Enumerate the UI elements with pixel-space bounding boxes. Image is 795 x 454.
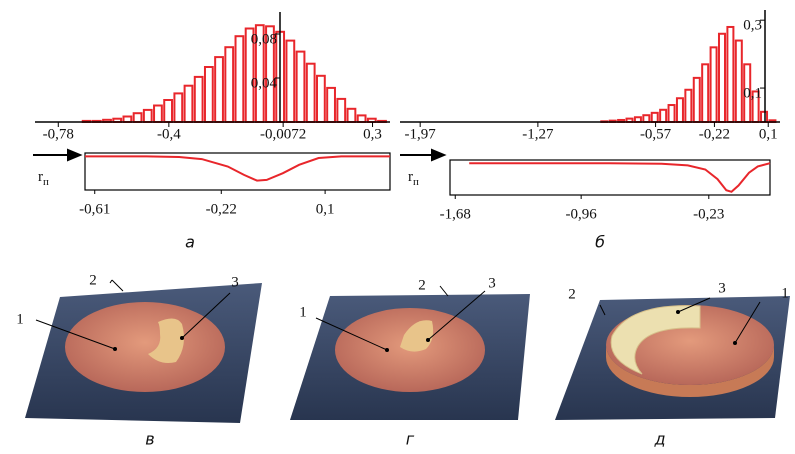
bar [173, 92, 184, 124]
x-tick-label: -0,96 [566, 206, 598, 222]
y-tick-label: 0,08 [251, 31, 277, 47]
bar [234, 35, 245, 124]
bar [132, 112, 143, 123]
x-tick-label: -0,4 [157, 126, 181, 142]
bar [305, 62, 316, 123]
bar [315, 74, 326, 124]
render-d [555, 296, 790, 420]
image-label: 3 [718, 280, 726, 296]
bar [667, 104, 676, 123]
x-tick-label: -0,0072 [260, 126, 306, 142]
caption: а [185, 233, 195, 252]
bar [701, 63, 710, 123]
bar [650, 111, 659, 124]
y-label-sub: п [43, 176, 49, 188]
x-tick-label: 0,1 [316, 201, 335, 217]
bar [692, 76, 701, 123]
bar [760, 110, 769, 124]
render-g [290, 285, 530, 420]
x-tick-label: -1,68 [440, 206, 471, 222]
bar [326, 86, 336, 123]
caption: г [406, 430, 415, 449]
image-label: 2 [568, 286, 576, 302]
y-tick-label: 0,04 [251, 75, 278, 91]
caption: б [595, 233, 605, 252]
bar [142, 108, 153, 124]
render-v [25, 279, 262, 423]
image-label: 2 [418, 277, 426, 293]
curve [85, 155, 390, 182]
bar [295, 50, 306, 123]
caption: в [145, 430, 154, 449]
bar [734, 39, 743, 123]
bar [642, 114, 651, 123]
bar [356, 114, 367, 124]
image-label: 1 [781, 285, 789, 301]
y-tick-label: 0,1 [743, 85, 762, 101]
x-tick-label: -0,22 [206, 201, 237, 217]
arrows [33, 148, 447, 162]
curve [469, 162, 771, 193]
bar [684, 88, 693, 123]
bar [717, 32, 726, 123]
x-tick-label: 0,1 [759, 126, 778, 142]
x-tick-label: 0,3 [363, 126, 382, 142]
y-label: rп [408, 169, 419, 187]
bar [346, 107, 357, 124]
bar [709, 46, 718, 123]
bar [224, 46, 235, 124]
y-label-main: r [38, 169, 43, 185]
bar [675, 97, 684, 123]
x-tick-label: -0,61 [79, 201, 110, 217]
bar [285, 39, 296, 123]
x-tick-label: -0,57 [640, 126, 672, 142]
plot-frame [449, 159, 771, 196]
x-tick-label: -1,27 [522, 126, 554, 142]
bar [336, 97, 347, 124]
y-tick-label: 0,3 [743, 18, 762, 34]
image-label: 3 [231, 274, 239, 290]
image-label: 3 [488, 275, 496, 291]
image-label: 1 [16, 311, 24, 327]
image-label: 2 [89, 272, 97, 288]
plot-frame [84, 152, 391, 191]
bar [163, 99, 174, 123]
bar [193, 75, 204, 123]
bar [183, 84, 194, 123]
x-tick-label: -0,22 [699, 126, 730, 142]
y-label: rп [38, 169, 49, 187]
bar [122, 115, 133, 123]
x-tick-label: -1,97 [405, 126, 437, 142]
bar [153, 104, 163, 123]
bar [203, 66, 214, 123]
bar [726, 25, 735, 123]
image-label: 1 [299, 304, 307, 320]
y-label-main: r [408, 169, 413, 185]
caption: д [653, 430, 665, 449]
bar [214, 56, 224, 123]
y-label-sub: п [413, 176, 419, 188]
x-tick-label: -0,23 [693, 206, 724, 222]
bar [659, 108, 668, 123]
x-tick-label: -0,78 [43, 126, 74, 142]
